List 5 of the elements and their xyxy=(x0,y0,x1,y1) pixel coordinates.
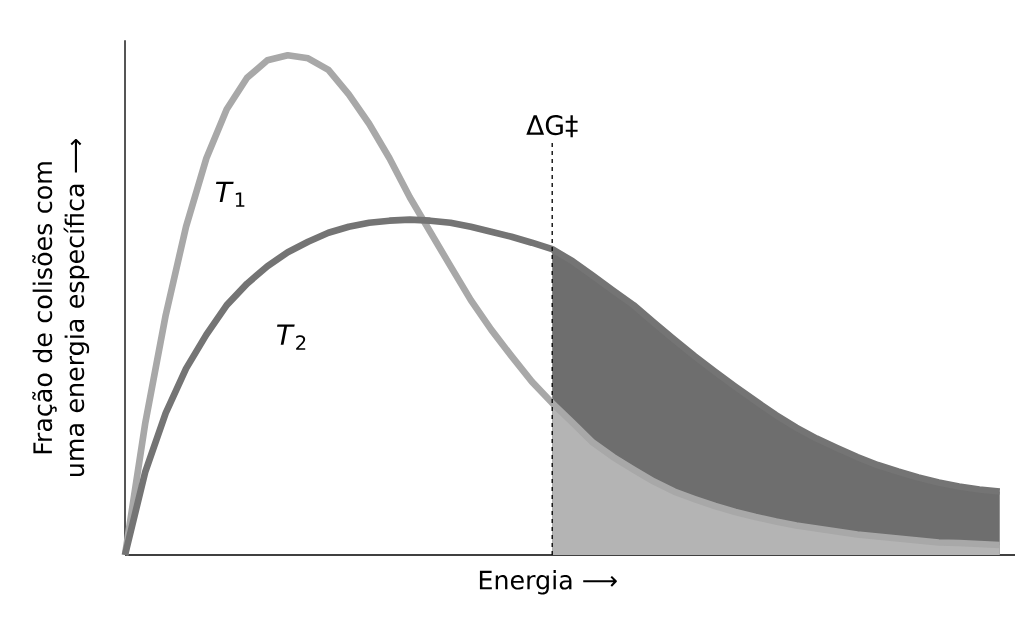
y-axis-title: Fração de colisões com uma energia específica ⟶ xyxy=(32,138,90,477)
annotation: ΔG‡ xyxy=(526,114,578,138)
series-label: T$_{2}$ xyxy=(277,324,306,350)
series-label: T$_{1}$ xyxy=(215,181,245,207)
x-axis-title: Energia ⟶ xyxy=(479,570,617,595)
